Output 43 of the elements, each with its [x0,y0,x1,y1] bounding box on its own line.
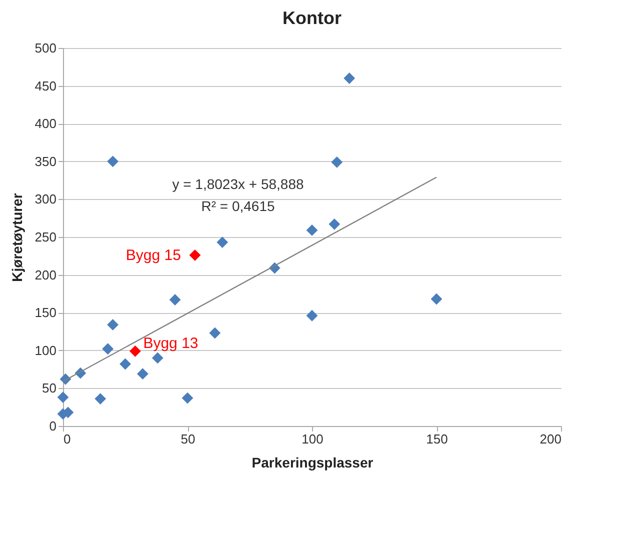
point [136,368,148,380]
y-tick-label: 400 [34,116,56,132]
y-tick-label: 150 [34,305,56,320]
point [306,310,318,322]
point [120,358,131,370]
point [152,352,164,364]
x-axis-title: Parkeringsplasser [252,454,374,470]
point [57,392,69,403]
y-axis-title: Kjøretøyturer [8,192,25,282]
point [169,294,181,306]
y-tick-label: 300 [34,192,56,207]
point [130,345,141,357]
point [331,156,343,168]
x-tick-label: 150 [426,432,448,446]
y-tick-label: 500 [34,40,56,56]
y-tick-label: 100 [34,342,56,358]
point [94,393,106,404]
point [306,224,318,236]
x-tick-label: 50 [180,432,196,446]
point [328,218,340,230]
point [344,72,356,84]
point [189,249,201,261]
point [216,236,228,248]
y-tick-label: 50 [42,380,56,396]
y-tick-label: 450 [34,78,56,94]
annotation: y = 1,8023x + 58,888 [172,176,304,192]
y-tick-label: 200 [34,267,56,282]
annotation: Bygg 13 [143,335,198,352]
point [107,156,118,168]
point [209,327,221,339]
y-tick-label: 350 [34,154,56,169]
annotation: R² = 0,4615 [201,198,275,214]
y-tick-label: 250 [34,230,56,244]
point [430,293,442,305]
x-tick-label: 0 [64,432,71,446]
x-tick-label: 200 [540,432,562,446]
annotation: Bygg 15 [126,247,181,264]
point [182,392,194,404]
y-tick-label: 0 [49,418,56,434]
chart-title: Kontor [282,8,342,28]
point [107,318,118,330]
x-tick-label: 100 [302,432,324,446]
point [102,343,114,355]
